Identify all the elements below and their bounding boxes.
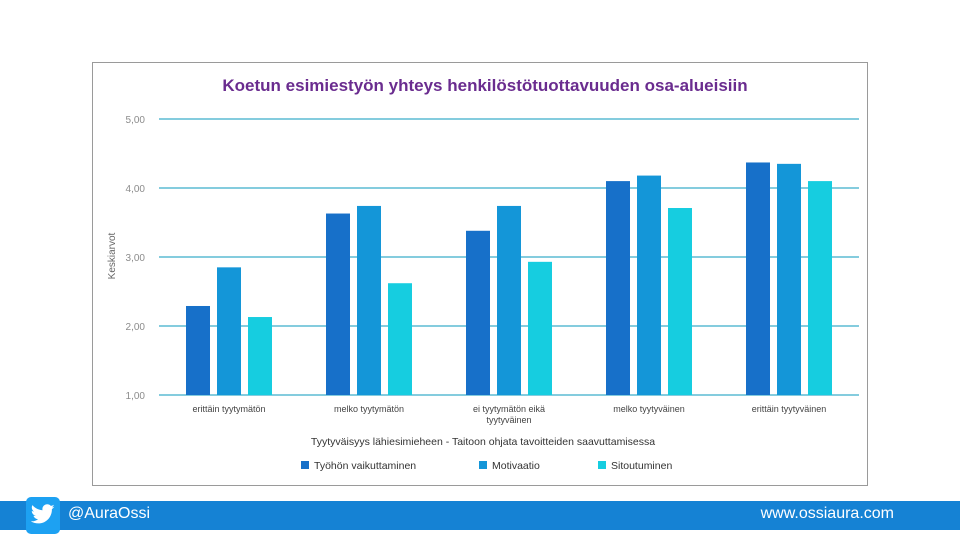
y-tick-label: 4,00 — [126, 184, 146, 195]
bar — [186, 305, 210, 395]
bar — [388, 283, 412, 395]
bar — [528, 261, 552, 395]
y-tick-label: 2,00 — [126, 322, 146, 333]
y-axis-label: Keskiarvot — [107, 232, 118, 279]
bar — [746, 162, 770, 395]
bar — [637, 175, 661, 395]
legend-label: Työhön vaikuttaminen — [314, 460, 416, 472]
twitter-badge[interactable] — [26, 497, 60, 534]
legend-label: Motivaatio — [492, 460, 540, 472]
legend-swatch — [598, 461, 606, 469]
x-tick-label: melko tyytymätön — [334, 404, 404, 414]
bar-chart: Koetun esimiestyön yhteys henkilöstötuot… — [107, 76, 859, 472]
x-tick-label: melko tyytyväinen — [613, 404, 685, 414]
x-tick-label: erittäin tyytymätön — [192, 404, 265, 414]
bar — [357, 205, 381, 395]
y-tick-label: 5,00 — [126, 115, 146, 126]
bar — [217, 267, 241, 395]
x-tick-label: erittäin tyytyväinen — [752, 404, 827, 414]
footer-bar — [0, 501, 960, 530]
bar — [808, 181, 832, 395]
chart-frame: Koetun esimiestyön yhteys henkilöstötuot… — [92, 62, 868, 486]
twitter-handle[interactable]: @AuraOssi — [68, 505, 151, 522]
y-tick-label: 3,00 — [126, 253, 146, 264]
x-tick-label: ei tyytymätön eikä tyytyväinen — [473, 404, 545, 425]
legend-label: Sitoutuminen — [611, 460, 672, 472]
bar — [668, 208, 692, 395]
bar — [466, 230, 490, 395]
chart-title: Koetun esimiestyön yhteys henkilöstötuot… — [222, 76, 747, 95]
x-axis-label: Tyytyväisyys lähiesimieheen - Taitoon oh… — [311, 436, 655, 448]
bar — [248, 317, 272, 395]
bar — [606, 181, 630, 395]
legend-swatch — [301, 461, 309, 469]
legend-swatch — [479, 461, 487, 469]
bar — [497, 205, 521, 395]
y-tick-label: 1,00 — [126, 391, 146, 402]
website-link[interactable]: www.ossiaura.com — [760, 505, 894, 522]
bar — [777, 163, 801, 395]
bar — [326, 213, 350, 395]
twitter-bird-icon — [31, 504, 55, 524]
